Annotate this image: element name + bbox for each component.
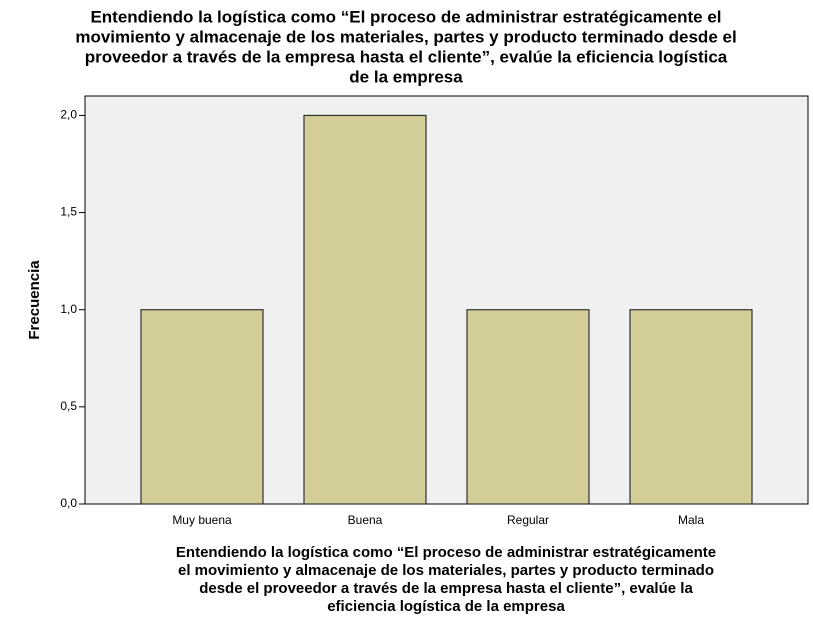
y-tick-label: 1,5 [60, 205, 77, 219]
bar [140, 309, 264, 505]
x-axis-label: eficiencia logística de la empresa [327, 598, 565, 615]
x-axis-label: el movimiento y almacenaje de los materi… [178, 562, 714, 579]
chart-title: movimiento y almacenaje de los materiale… [75, 27, 736, 46]
x-tick-label: Muy buena [172, 513, 232, 527]
y-axis-label: Frecuencia [26, 260, 43, 340]
bar [629, 309, 753, 505]
x-tick-label: Mala [678, 513, 704, 527]
x-tick-label: Buena [348, 513, 383, 527]
chart-title: de la empresa [349, 67, 463, 86]
y-tick-label: 0,5 [60, 399, 77, 413]
bar [466, 309, 590, 505]
x-tick-label: Regular [507, 513, 549, 527]
y-tick-label: 1,0 [60, 302, 77, 316]
chart-title: proveedor a través de la empresa hasta e… [85, 47, 728, 66]
x-axis-label: desde el proveedor a través de la empres… [199, 580, 693, 597]
y-tick-label: 2,0 [60, 108, 77, 122]
bar [303, 114, 427, 505]
y-tick-label: 0,0 [60, 496, 77, 510]
x-axis-label: Entendiendo la logística como “El proces… [176, 544, 716, 561]
chart-title: Entendiendo la logística como “El proces… [90, 7, 721, 26]
